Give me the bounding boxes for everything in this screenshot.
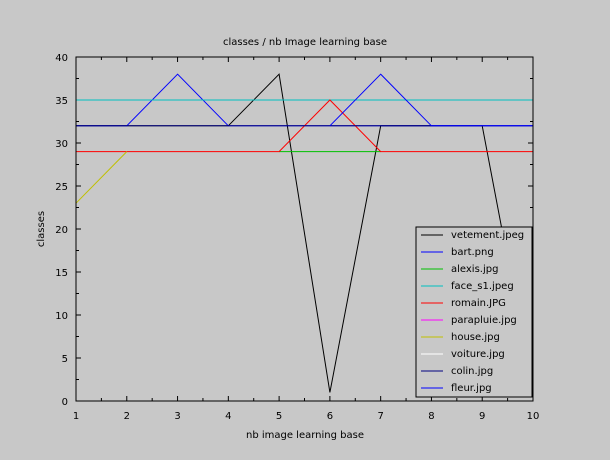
legend-label: face_s1.jpeg [451, 281, 514, 292]
y-tick-label: 10 [55, 311, 68, 322]
x-tick-label: 4 [225, 411, 231, 422]
x-tick-label: 9 [479, 411, 485, 422]
legend-label: house.jpg [451, 332, 500, 343]
legend-label: alexis.jpg [451, 264, 498, 275]
legend-label: vetement.jpeg [451, 230, 524, 241]
x-tick-label: 10 [527, 411, 540, 422]
legend-label: voiture.jpg [451, 349, 505, 360]
y-tick-label: 30 [55, 139, 68, 150]
x-tick-label: 5 [276, 411, 282, 422]
series-lines [75, 73, 534, 393]
x-tick-label: 6 [327, 411, 333, 422]
x-tick-label: 2 [124, 411, 130, 422]
y-tick-label: 40 [55, 53, 68, 64]
x-axis-label: nb image learning base [246, 430, 364, 441]
y-axis-label: classes [36, 211, 47, 247]
y-tick-label: 0 [62, 397, 68, 408]
y-tick-label: 25 [55, 182, 68, 193]
chart-title: classes / nb Image learning base [223, 37, 387, 48]
y-tick-label: 35 [55, 96, 68, 107]
y-tick-label: 5 [62, 354, 68, 365]
legend-label: colin.jpg [451, 366, 493, 377]
x-tick-label: 1 [73, 411, 79, 422]
x-tick-label: 7 [377, 411, 383, 422]
legend-label: fleur.jpg [451, 383, 492, 394]
legend-label: parapluie.jpg [451, 315, 517, 326]
legend-box [415, 226, 533, 398]
series-line-house-jpg [75, 151, 128, 204]
plot-frame [75, 56, 534, 402]
legend-label: bart.png [451, 247, 494, 258]
x-tick-label: 8 [428, 411, 434, 422]
y-tick-label: 15 [55, 268, 68, 279]
legend-label: romain.JPG [451, 298, 506, 309]
x-tick-label: 3 [174, 411, 180, 422]
series-line-fleur-jpg [329, 73, 533, 127]
y-tick-label: 20 [55, 225, 68, 236]
legend: vetement.jpeg bart.png alexis.jpg face_s1.j… [415, 226, 533, 398]
